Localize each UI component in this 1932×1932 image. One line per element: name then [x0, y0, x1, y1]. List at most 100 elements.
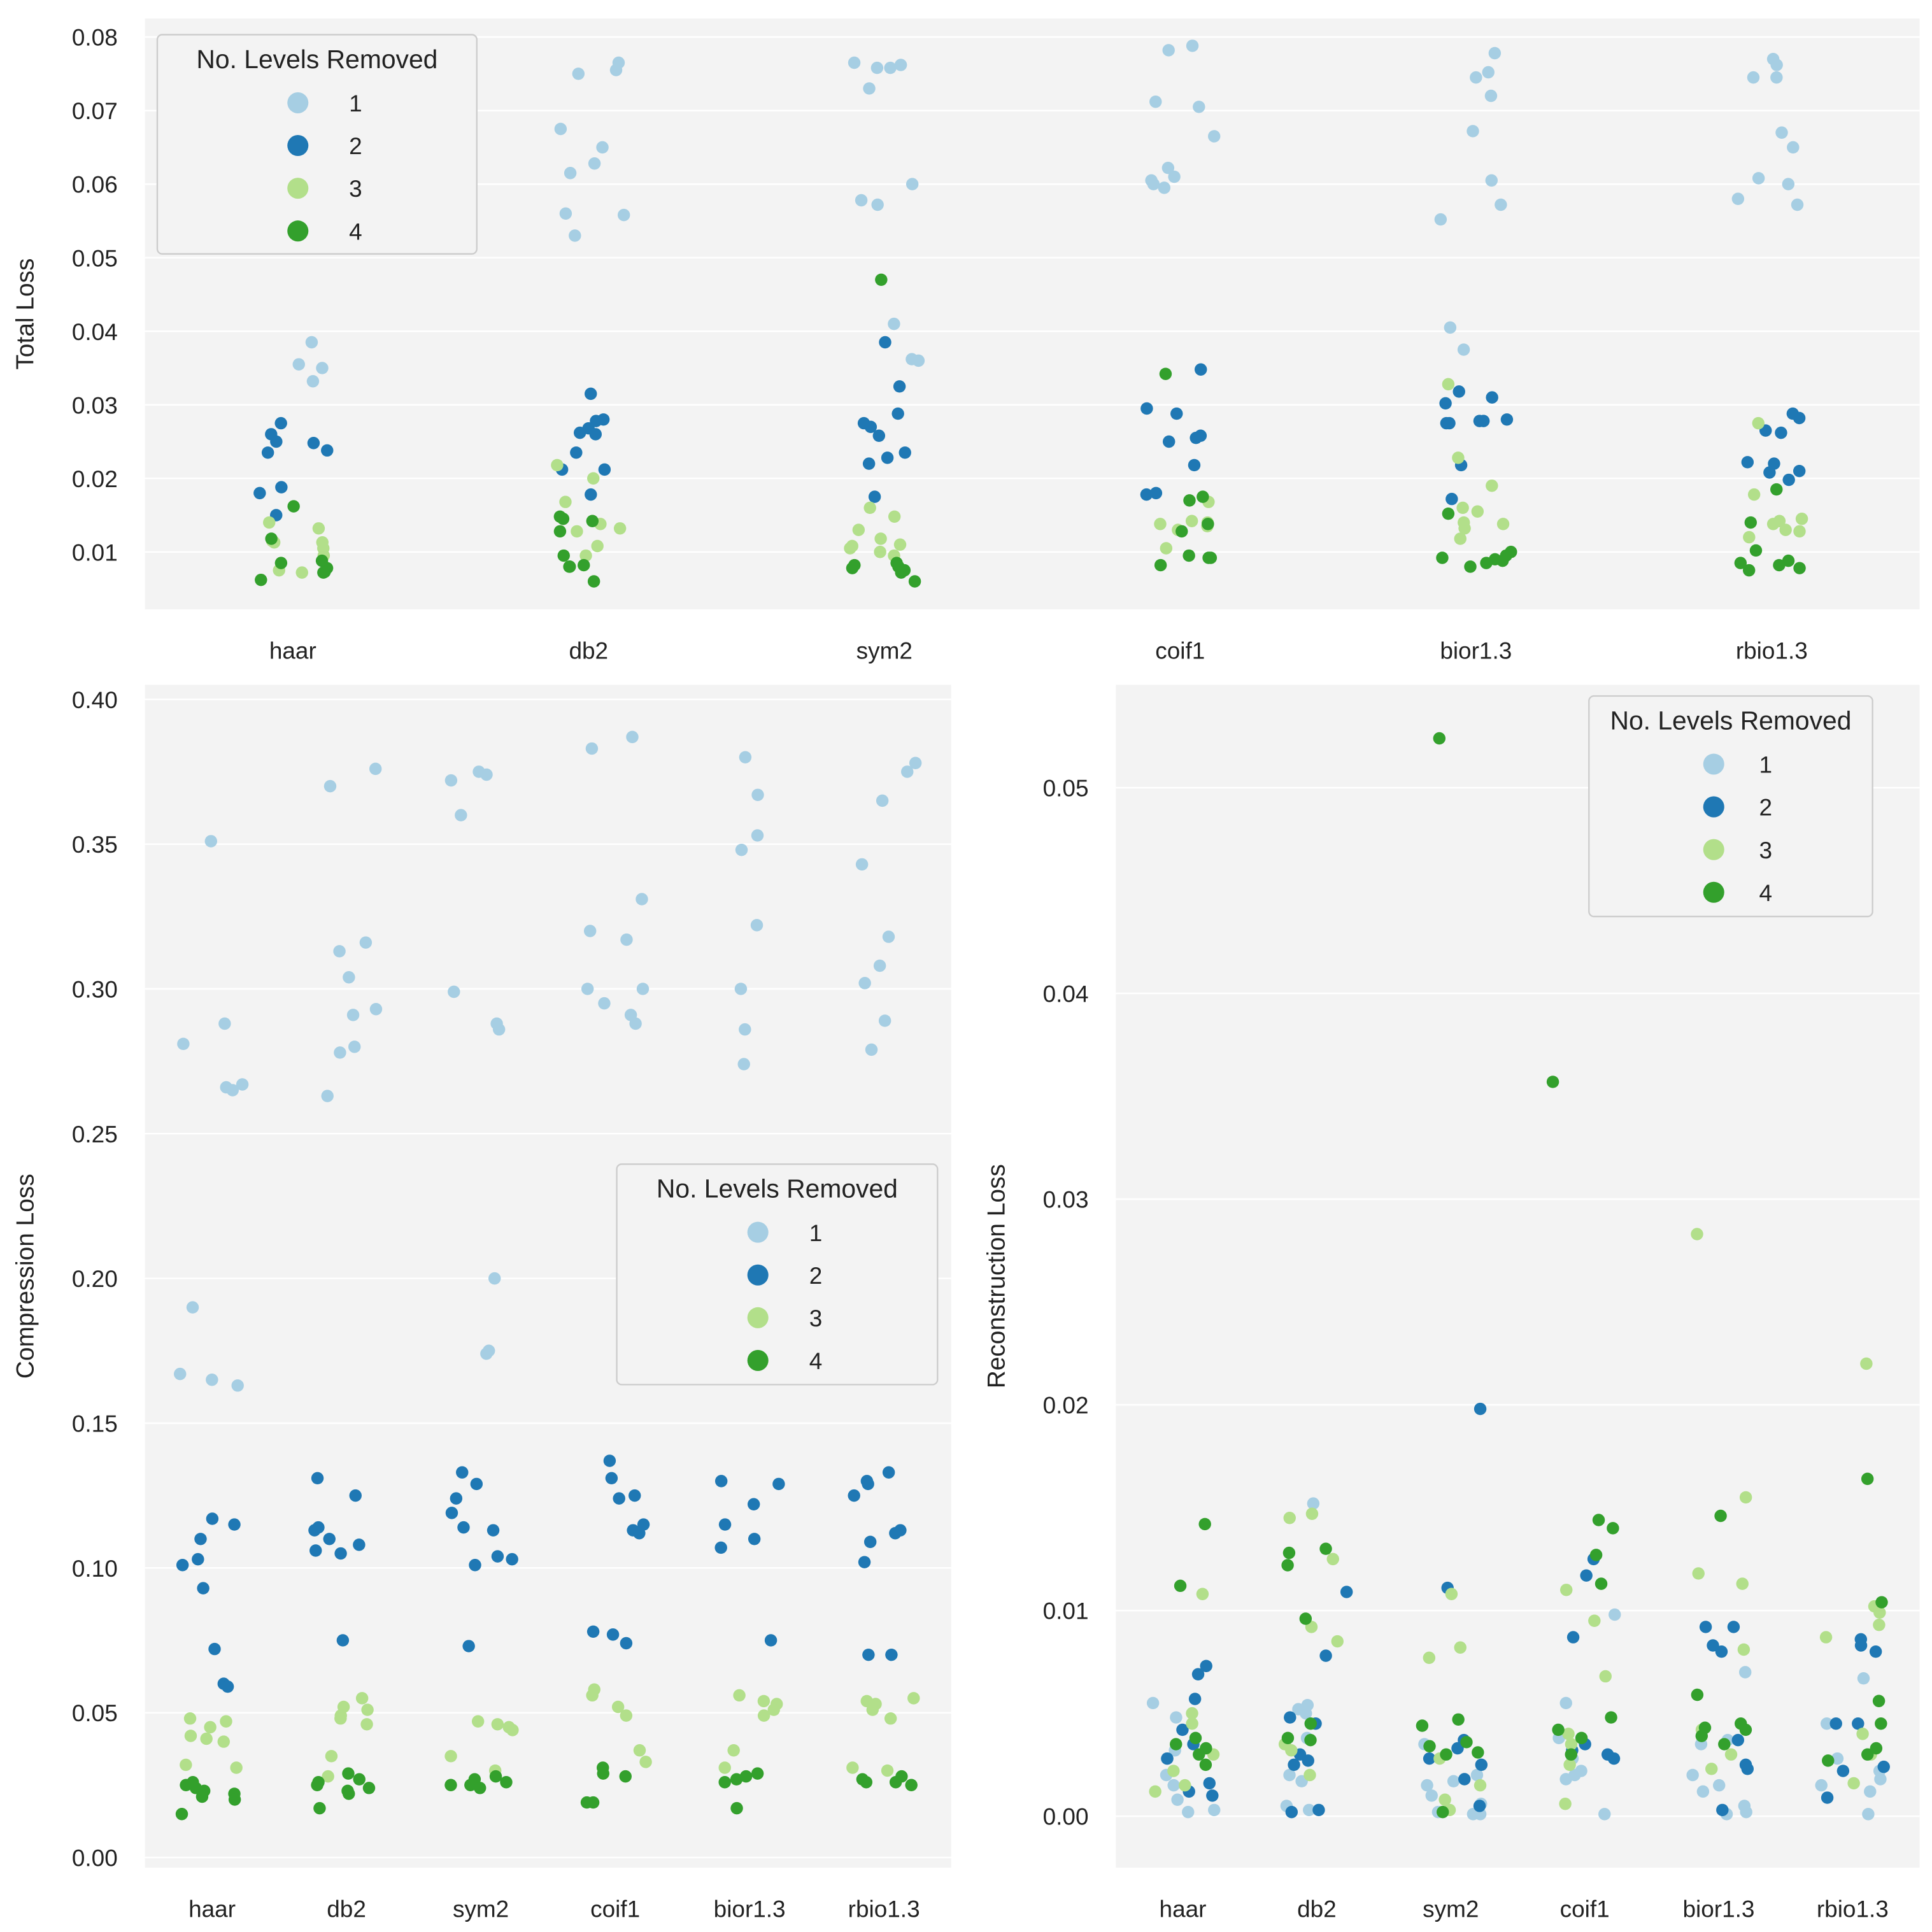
x-tick-label: db2: [1297, 1896, 1337, 1922]
point-rbio1.3-level-1: [855, 858, 869, 871]
point-rbio1.3-level-2: [1793, 411, 1806, 425]
point-sym2-level-4: [1433, 732, 1446, 745]
point-coif1-level-4: [1589, 1549, 1603, 1561]
y-tick-label: 0.05: [72, 1700, 118, 1726]
point-haar-level-3: [220, 1715, 232, 1728]
x-tick-label: rbio1.3: [848, 1896, 920, 1922]
point-sym2-level-2: [891, 407, 904, 420]
point-sym2-level-2: [469, 1559, 481, 1572]
point-haar-level-2: [1206, 1789, 1219, 1802]
point-bior1.3-level-2: [1443, 416, 1456, 430]
point-haar-level-2: [1203, 1777, 1216, 1790]
point-sym2-level-3: [1423, 1651, 1436, 1665]
point-coif1-level-3: [1599, 1670, 1612, 1683]
x-tick-label: db2: [327, 1896, 366, 1922]
point-bior1.3-level-3: [727, 1744, 740, 1757]
point-sym2-level-4: [1460, 1736, 1473, 1749]
legend-marker-level-4: [287, 220, 309, 242]
point-bior1.3-level-1: [1488, 46, 1502, 60]
point-rbio1.3-level-2: [1741, 456, 1754, 469]
point-db2-level-1: [369, 1003, 383, 1016]
legend-marker-level-3: [287, 178, 309, 199]
point-haar-level-1: [1146, 1696, 1160, 1710]
point-bior1.3-level-2: [1716, 1803, 1729, 1817]
point-db2-level-3: [325, 1750, 338, 1763]
point-rbio1.3-level-1: [878, 1014, 891, 1027]
point-rbio1.3-level-1: [1782, 178, 1795, 190]
point-sym2-level-2: [864, 420, 877, 434]
point-coif1-level-2: [606, 1628, 620, 1641]
point-haar-level-2: [1161, 1752, 1174, 1765]
point-db2-level-3: [591, 539, 604, 553]
point-coif1-level-1: [626, 730, 639, 744]
point-db2-level-3: [613, 522, 627, 535]
point-rbio1.3-level-1: [909, 756, 922, 770]
point-bior1.3-level-3: [1458, 522, 1471, 535]
point-haar-level-2: [192, 1552, 204, 1566]
legend-marker-level-2: [287, 134, 309, 157]
point-db2-level-1: [609, 64, 623, 76]
point-db2-level-2: [353, 1538, 366, 1551]
point-haar-level-2: [275, 481, 288, 494]
point-rbio1.3-level-2: [862, 1648, 875, 1661]
point-sym2-level-3: [874, 546, 886, 558]
point-coif1-level-3: [1185, 515, 1198, 527]
point-db2-level-4: [1299, 1612, 1312, 1625]
point-sym2-level-1: [888, 317, 900, 330]
x-tick-label: bior1.3: [1683, 1896, 1755, 1922]
point-bior1.3-level-2: [1453, 385, 1465, 398]
point-coif1-level-3: [633, 1744, 646, 1757]
point-haar-level-3: [1167, 1765, 1180, 1777]
point-coif1-level-1: [1559, 1696, 1572, 1710]
point-sym2-level-4: [908, 575, 921, 588]
point-bior1.3-level-3: [1736, 1577, 1749, 1590]
point-coif1-level-2: [605, 1472, 618, 1485]
point-bior1.3-level-2: [772, 1477, 785, 1491]
point-haar-level-2: [307, 437, 320, 450]
x-tick-label: sym2: [1423, 1896, 1479, 1922]
point-rbio1.3-level-2: [1763, 466, 1776, 479]
point-db2-level-3: [1305, 1507, 1319, 1521]
legend-label-level-1: 1: [1759, 752, 1772, 778]
point-rbio1.3-level-1: [882, 930, 895, 943]
point-haar-level-2: [228, 1518, 241, 1531]
y-tick-label: 0.04: [1043, 981, 1089, 1007]
point-haar-level-4: [1199, 1758, 1212, 1772]
legend-label-level-4: 4: [349, 218, 362, 245]
point-rbio1.3-level-3: [1873, 1606, 1886, 1619]
legend-label-level-2: 2: [1759, 795, 1772, 821]
point-bior1.3-level-3: [1691, 1228, 1703, 1240]
point-sym2-level-4: [1436, 1805, 1449, 1819]
point-rbio1.3-level-3: [1795, 513, 1808, 525]
point-sym2-level-4: [464, 1779, 477, 1792]
point-sym2-level-2: [456, 1466, 469, 1479]
point-db2-level-1: [321, 1090, 334, 1102]
point-sym2-level-1: [884, 61, 897, 75]
point-rbio1.3-level-2: [1836, 1765, 1850, 1777]
point-db2-level-2: [323, 1533, 336, 1545]
legend-title: No. Levels Removed: [1610, 706, 1851, 735]
point-sym2-level-4: [1440, 1748, 1453, 1761]
point-sym2-level-3: [1438, 1793, 1451, 1806]
point-rbio1.3-level-4: [1734, 557, 1747, 569]
point-bior1.3-level-1: [735, 843, 748, 856]
point-bior1.3-level-2: [714, 1475, 728, 1488]
point-rbio1.3-level-1: [1747, 71, 1760, 84]
point-sym2-level-1: [855, 194, 868, 207]
point-coif1-level-3: [1559, 1584, 1573, 1596]
point-sym2-level-2: [1475, 1758, 1488, 1772]
point-haar-level-1: [1167, 1779, 1180, 1792]
point-sym2-level-3: [506, 1724, 519, 1737]
point-coif1-level-2: [1149, 487, 1163, 500]
point-rbio1.3-level-1: [873, 959, 886, 972]
point-coif1-level-1: [1162, 44, 1175, 57]
point-sym2-level-4: [444, 1779, 457, 1792]
point-rbio1.3-level-1: [1752, 172, 1765, 185]
point-bior1.3-level-3: [757, 1709, 771, 1722]
point-haar-level-3: [312, 522, 325, 535]
point-rbio1.3-level-3: [1860, 1357, 1873, 1370]
point-sym2-level-2: [872, 429, 886, 442]
point-db2-level-3: [361, 1703, 374, 1716]
point-db2-level-2: [573, 426, 586, 439]
